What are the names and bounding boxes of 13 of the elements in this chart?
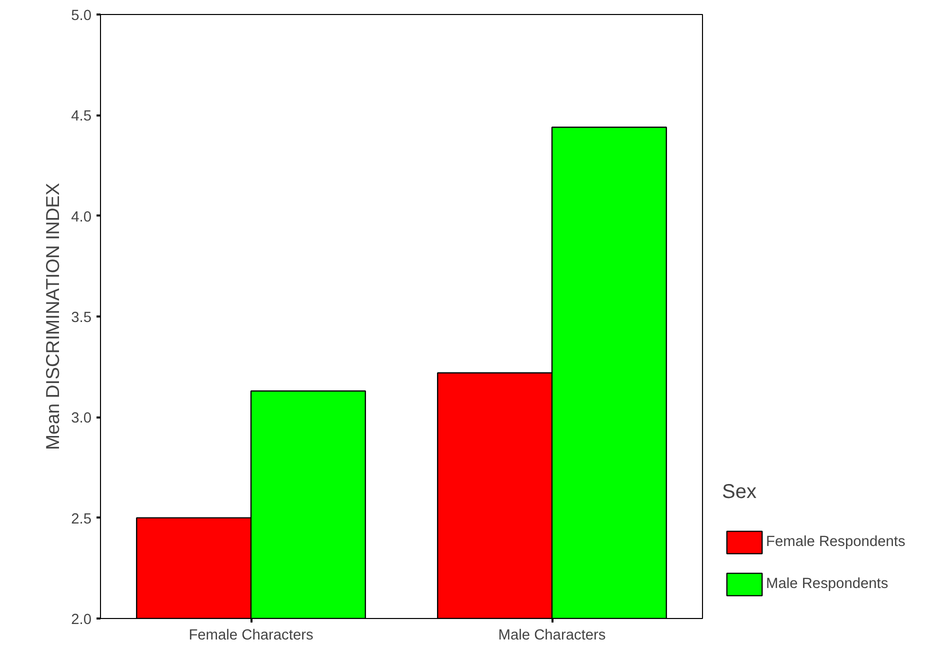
x-tick-label: Male Characters xyxy=(498,628,606,644)
y-tick-label: 5.0 xyxy=(71,8,92,24)
legend-title: Sex xyxy=(722,481,758,504)
y-tick-label: 4.0 xyxy=(71,209,92,226)
y-axis-title: Mean DISCRIMINATION INDEX xyxy=(42,182,64,450)
legend-label: Female Respondents xyxy=(766,534,906,550)
y-tick-label: 2.5 xyxy=(71,511,92,528)
y-tick-label: 3.0 xyxy=(71,410,92,427)
x-tick-label: Female Characters xyxy=(188,628,314,644)
y-tick-label: 3.5 xyxy=(71,310,92,326)
y-tick-label: 4.5 xyxy=(71,108,92,125)
legend-label: Male Respondents xyxy=(766,576,888,592)
y-tick-label: 2.0 xyxy=(71,612,92,628)
